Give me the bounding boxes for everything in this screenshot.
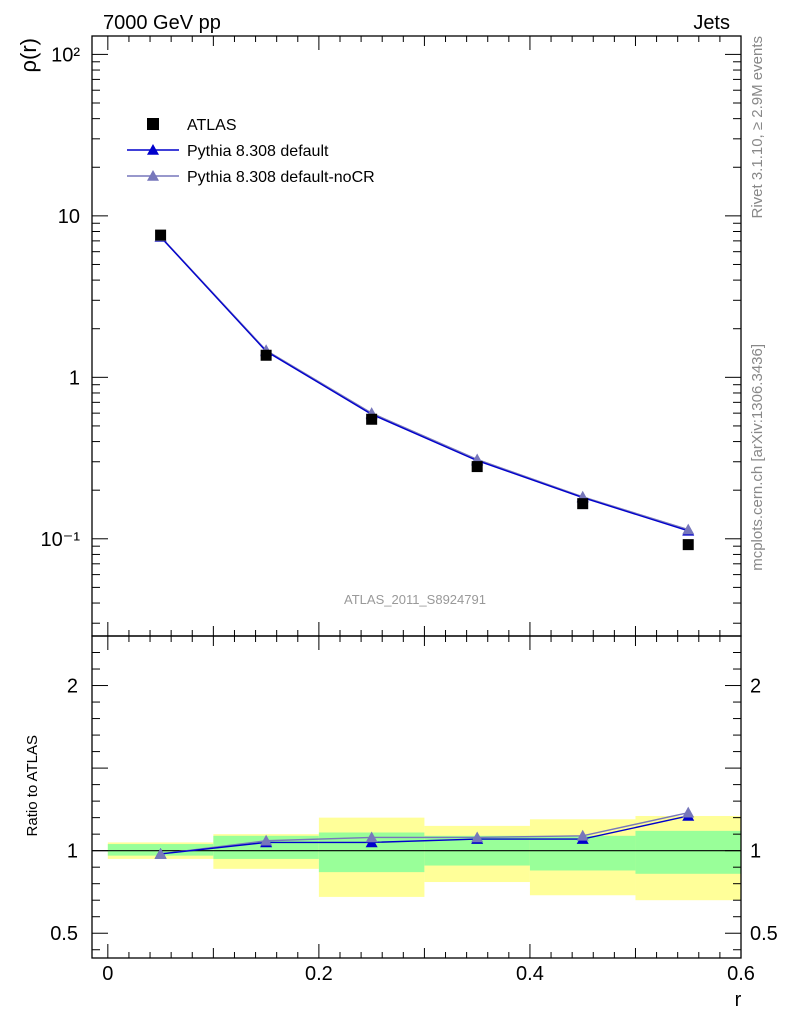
pythia-nocr-point xyxy=(682,523,695,535)
y-tick-label: 10⁻¹ xyxy=(41,529,81,551)
x-tick-label: 0.2 xyxy=(305,963,333,985)
legend-label: ATLAS xyxy=(187,117,237,134)
atlas-point xyxy=(471,461,483,473)
ratio-ylabel: Ratio to ATLAS xyxy=(24,735,41,836)
ratio-y-tick-label-right: 1 xyxy=(750,841,761,863)
pythia-default-line xyxy=(160,236,689,532)
mcplots-label: mcplots.cern.ch [arXiv:1306.3436] xyxy=(749,344,766,571)
ratio-pythia-nocr-point xyxy=(471,831,484,843)
x-tick-label: 0.6 xyxy=(727,963,755,985)
ratio-pythia-nocr-point xyxy=(682,806,695,818)
uncertainty-band-inner xyxy=(635,830,741,874)
ratio-panel: 0 0.2 0.4 0.6 0.5 0.5 1 1 2 2 xyxy=(50,635,778,985)
y-tick-label: 10² xyxy=(51,44,80,66)
x-tick-label: 0 xyxy=(102,963,113,985)
ratio-y-tick-label-right: 2 xyxy=(750,676,761,698)
ratio-pythia-nocr-point xyxy=(576,829,589,841)
ratio-y-tick-label: 0.5 xyxy=(50,923,78,945)
ratio-y-tick-label-right: 0.5 xyxy=(750,923,778,945)
ratio-pythia-nocr-line xyxy=(160,812,689,855)
legend: ATLAS Pythia 8.308 default Pythia 8.308 de… xyxy=(127,117,375,186)
ratio-pythia-nocr-point xyxy=(154,847,167,859)
atlas-point xyxy=(682,539,694,551)
uncertainty-band-inner xyxy=(213,835,319,859)
atlas-point xyxy=(577,498,589,510)
legend-label: Pythia 8.308 default-noCR xyxy=(187,169,375,186)
ratio-y-tick-label: 1 xyxy=(67,841,78,863)
x-axis-label: r xyxy=(735,989,742,1011)
atlas-point xyxy=(366,413,378,425)
main-ylabel: ρ(r) xyxy=(16,38,41,73)
y-tick-label: 1 xyxy=(69,367,80,389)
ratio-y-tick-label: 2 xyxy=(67,676,78,698)
pythia-nocr-line xyxy=(160,236,689,531)
header-left: 7000 GeV pp xyxy=(103,12,221,34)
legend-label: Pythia 8.308 default xyxy=(187,143,329,160)
ratio-pythia-nocr-point xyxy=(260,834,273,846)
header-right: Jets xyxy=(693,12,730,34)
ratio-frame xyxy=(91,635,742,959)
ratio-pythia-nocr-point xyxy=(365,831,378,843)
x-tick-label: 0.4 xyxy=(516,963,544,985)
analysis-watermark: ATLAS_2011_S8924791 xyxy=(344,592,486,607)
ratio-pythia-default-line xyxy=(160,815,689,855)
legend-default-marker xyxy=(147,144,159,155)
rivet-label: Rivet 3.1.10, ≥ 2.9M events xyxy=(749,36,766,219)
atlas-point xyxy=(155,229,167,241)
legend-atlas-marker xyxy=(147,118,159,130)
atlas-point xyxy=(260,349,272,361)
legend-nocr-marker xyxy=(147,170,159,181)
y-tick-label: 10 xyxy=(58,206,80,228)
